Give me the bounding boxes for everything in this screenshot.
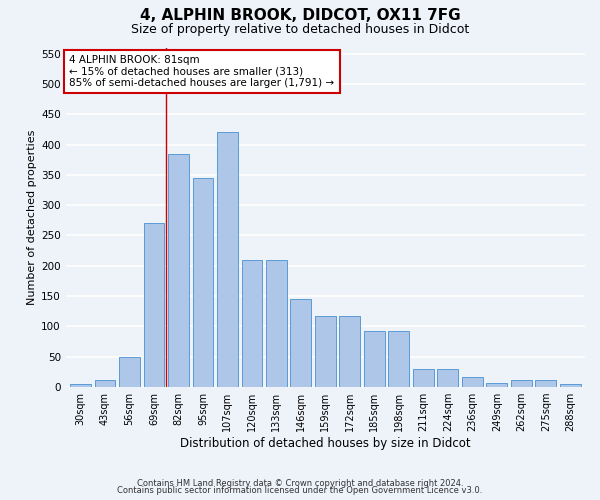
Text: Contains HM Land Registry data © Crown copyright and database right 2024.: Contains HM Land Registry data © Crown c… — [137, 478, 463, 488]
Bar — [143, 224, 164, 387]
Bar — [95, 380, 115, 387]
X-axis label: Distribution of detached houses by size in Didcot: Distribution of detached houses by size … — [180, 437, 471, 450]
Bar — [388, 332, 409, 387]
Bar — [340, 316, 360, 387]
Bar — [193, 178, 214, 387]
Y-axis label: Number of detached properties: Number of detached properties — [27, 130, 37, 305]
Text: Size of property relative to detached houses in Didcot: Size of property relative to detached ho… — [131, 22, 469, 36]
Text: Contains public sector information licensed under the Open Government Licence v3: Contains public sector information licen… — [118, 486, 482, 495]
Bar — [511, 380, 532, 387]
Bar — [266, 260, 287, 387]
Bar — [242, 260, 262, 387]
Bar — [462, 377, 483, 387]
Bar — [70, 384, 91, 387]
Text: 4, ALPHIN BROOK, DIDCOT, OX11 7FG: 4, ALPHIN BROOK, DIDCOT, OX11 7FG — [140, 8, 460, 22]
Bar — [315, 316, 336, 387]
Bar — [560, 384, 581, 387]
Bar — [437, 369, 458, 387]
Bar — [535, 380, 556, 387]
Text: 4 ALPHIN BROOK: 81sqm
← 15% of detached houses are smaller (313)
85% of semi-det: 4 ALPHIN BROOK: 81sqm ← 15% of detached … — [70, 55, 335, 88]
Bar — [413, 369, 434, 387]
Bar — [290, 299, 311, 387]
Bar — [119, 357, 140, 387]
Bar — [168, 154, 189, 387]
Bar — [364, 332, 385, 387]
Bar — [217, 132, 238, 387]
Bar — [487, 383, 507, 387]
